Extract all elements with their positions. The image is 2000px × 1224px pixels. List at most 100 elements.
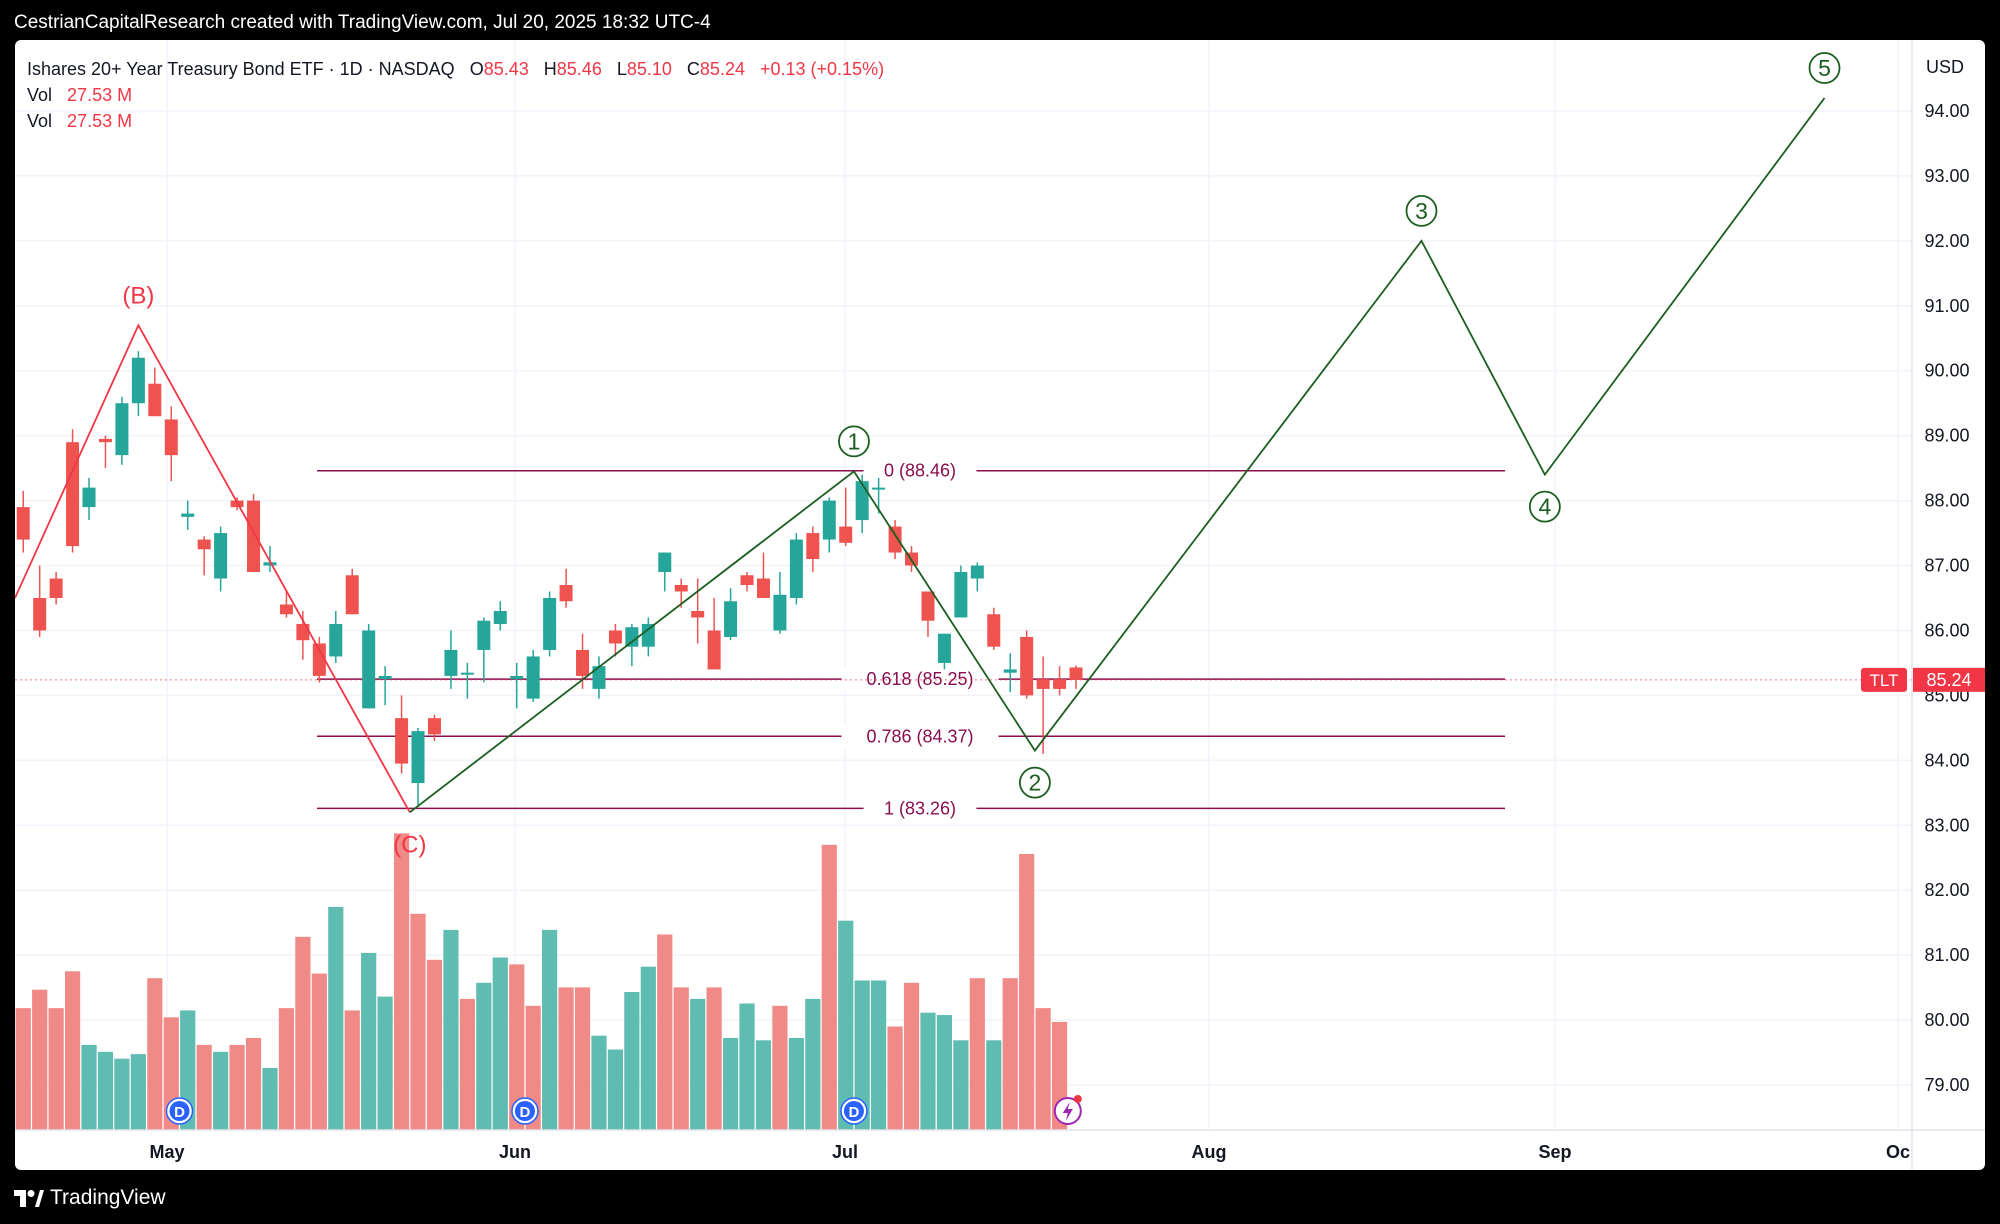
volume-bar[interactable] <box>278 1008 295 1130</box>
volume-bar[interactable] <box>854 980 870 1131</box>
volume-bar[interactable] <box>48 1008 64 1130</box>
candle-body[interactable] <box>1053 679 1067 689</box>
volume-bar[interactable] <box>706 987 722 1130</box>
volume-bar[interactable] <box>426 959 443 1130</box>
candle-body[interactable] <box>970 565 984 579</box>
candle-body[interactable] <box>16 507 30 540</box>
candle-body[interactable] <box>345 575 359 615</box>
chart-area[interactable]: 0 (88.46) 0.618 (85.25) 0.786 (84.37) 1 (83… <box>15 40 1985 1170</box>
candle-body[interactable] <box>691 610 705 618</box>
candle-body[interactable] <box>592 666 606 689</box>
candle-body[interactable] <box>658 552 672 573</box>
volume-bar[interactable] <box>64 971 81 1130</box>
candle-body[interactable] <box>427 718 441 735</box>
legend-vol-row[interactable]: Vol 27.53 M <box>27 82 884 108</box>
candle-body[interactable] <box>131 357 145 404</box>
candle-body[interactable] <box>395 718 409 764</box>
volume-bar[interactable] <box>657 934 673 1131</box>
volume-bar[interactable] <box>640 966 656 1130</box>
candle-body[interactable] <box>510 675 524 680</box>
volume-bar[interactable] <box>739 1003 755 1131</box>
volume-bar[interactable] <box>690 998 706 1130</box>
candle-body[interactable] <box>444 649 458 676</box>
candle-body[interactable] <box>362 630 376 709</box>
volume-bar[interactable] <box>920 1012 936 1130</box>
candle-body[interactable] <box>33 598 47 631</box>
candle-body[interactable] <box>214 533 228 579</box>
candle-body[interactable] <box>526 656 540 699</box>
candle-body[interactable] <box>806 533 820 560</box>
volume-bar[interactable] <box>196 1044 212 1130</box>
volume-bar[interactable] <box>32 989 48 1130</box>
volume-bar[interactable] <box>443 929 459 1130</box>
volume-bar[interactable] <box>15 1008 31 1130</box>
volume-bar[interactable] <box>591 1035 607 1130</box>
candle-body[interactable] <box>1003 669 1017 673</box>
candle-body[interactable] <box>148 383 162 417</box>
volume-bar[interactable] <box>903 982 920 1130</box>
volume-bar[interactable] <box>558 987 574 1130</box>
candle-body[interactable] <box>263 562 277 566</box>
volume-bar[interactable] <box>410 913 426 1130</box>
candle-body[interactable] <box>197 539 211 550</box>
volume-bar[interactable] <box>871 980 887 1131</box>
volume-bar[interactable] <box>328 906 344 1130</box>
volume-bar[interactable] <box>344 1010 360 1130</box>
volume-bar[interactable] <box>393 833 410 1130</box>
candle-body[interactable] <box>477 620 491 650</box>
volume-bar[interactable] <box>1035 1008 1051 1130</box>
candle-body[interactable] <box>789 539 803 598</box>
volume-bar[interactable] <box>805 998 821 1130</box>
volume-bar[interactable] <box>213 1051 229 1130</box>
candle-body[interactable] <box>98 438 112 443</box>
candle-body[interactable] <box>329 623 343 657</box>
volume-bar[interactable] <box>542 929 558 1130</box>
candle-body[interactable] <box>1069 667 1083 680</box>
volume-bar[interactable] <box>953 1040 969 1130</box>
volume-bar[interactable] <box>147 978 163 1130</box>
volume-bar[interactable] <box>1019 854 1035 1130</box>
candle-body[interactable] <box>921 591 935 621</box>
volume-bar[interactable] <box>114 1058 130 1130</box>
candle-body[interactable] <box>115 403 129 456</box>
candle-body[interactable] <box>822 500 836 540</box>
candle-body[interactable] <box>576 649 590 676</box>
candle-body[interactable] <box>888 526 902 553</box>
candle-body[interactable] <box>279 604 293 615</box>
volume-bar[interactable] <box>97 1051 114 1130</box>
price-chart[interactable]: 0 (88.46) 0.618 (85.25) 0.786 (84.37) 1 (83… <box>15 40 1985 1170</box>
volume-bar[interactable] <box>262 1067 278 1130</box>
volume-bar[interactable] <box>311 973 327 1130</box>
symbol-title[interactable]: Ishares 20+ Year Treasury Bond ETF · 1D … <box>27 59 455 79</box>
candle-body[interactable] <box>181 513 195 517</box>
candle-body[interactable] <box>1020 636 1034 696</box>
volume-bar[interactable] <box>295 936 311 1130</box>
candle-body[interactable] <box>411 731 425 784</box>
candle-body[interactable] <box>460 672 474 675</box>
volume-bar[interactable] <box>673 987 689 1130</box>
volume-bar[interactable] <box>1002 978 1018 1130</box>
candle-body[interactable] <box>247 500 261 573</box>
volume-bar[interactable] <box>229 1044 245 1130</box>
candle-body[interactable] <box>954 572 968 618</box>
volume-bar[interactable] <box>130 1054 146 1130</box>
volume-bar[interactable] <box>887 1026 903 1131</box>
volume-bar[interactable] <box>377 996 393 1130</box>
volume-bar[interactable] <box>821 844 837 1130</box>
candle-body[interactable] <box>937 633 951 663</box>
candle-body[interactable] <box>724 601 738 637</box>
candle-body[interactable] <box>608 630 622 644</box>
volume-bar[interactable] <box>936 1015 953 1130</box>
volume-bar[interactable] <box>788 1038 804 1130</box>
candle-body[interactable] <box>66 442 80 547</box>
candle-body[interactable] <box>641 623 655 647</box>
candle-body[interactable] <box>625 627 639 647</box>
candle-body[interactable] <box>378 675 392 680</box>
candle-body[interactable] <box>82 487 96 508</box>
candle-body[interactable] <box>872 487 886 490</box>
candle-body[interactable] <box>49 578 63 598</box>
volume-bar[interactable] <box>509 964 525 1130</box>
volume-bar[interactable] <box>476 982 492 1130</box>
volume-bar[interactable] <box>361 952 377 1130</box>
volume-bar[interactable] <box>459 998 475 1130</box>
